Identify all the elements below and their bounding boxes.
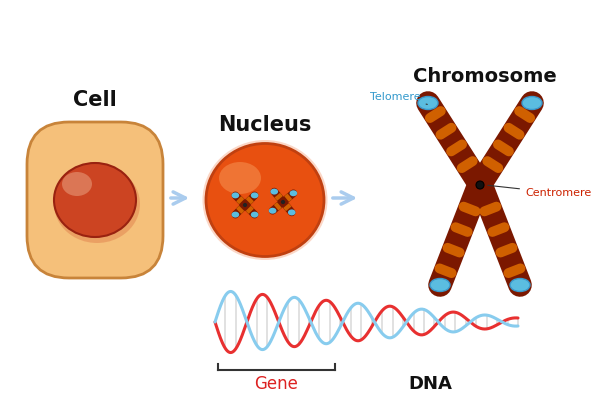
- Text: Chromosome: Chromosome: [413, 67, 557, 86]
- Ellipse shape: [203, 140, 327, 260]
- Ellipse shape: [476, 181, 484, 189]
- Ellipse shape: [251, 192, 258, 198]
- Ellipse shape: [418, 97, 438, 110]
- Text: Centromere: Centromere: [488, 185, 591, 198]
- Ellipse shape: [288, 209, 296, 216]
- Text: Telomere: Telomere: [370, 92, 427, 104]
- Ellipse shape: [510, 279, 530, 292]
- Ellipse shape: [243, 203, 247, 207]
- Ellipse shape: [430, 279, 450, 292]
- Ellipse shape: [231, 211, 239, 218]
- Ellipse shape: [219, 162, 261, 194]
- Ellipse shape: [271, 189, 278, 195]
- Ellipse shape: [54, 165, 140, 243]
- Ellipse shape: [206, 144, 324, 256]
- Ellipse shape: [54, 163, 136, 237]
- FancyBboxPatch shape: [27, 122, 163, 278]
- Ellipse shape: [281, 200, 285, 204]
- Ellipse shape: [269, 208, 277, 214]
- Text: Gene: Gene: [255, 375, 299, 393]
- Text: Cell: Cell: [73, 90, 117, 110]
- Text: DNA: DNA: [408, 375, 452, 393]
- Ellipse shape: [251, 211, 258, 218]
- Ellipse shape: [289, 190, 297, 196]
- Ellipse shape: [62, 172, 92, 196]
- Text: Nucleus: Nucleus: [218, 115, 312, 135]
- Ellipse shape: [522, 97, 542, 110]
- Ellipse shape: [231, 192, 239, 198]
